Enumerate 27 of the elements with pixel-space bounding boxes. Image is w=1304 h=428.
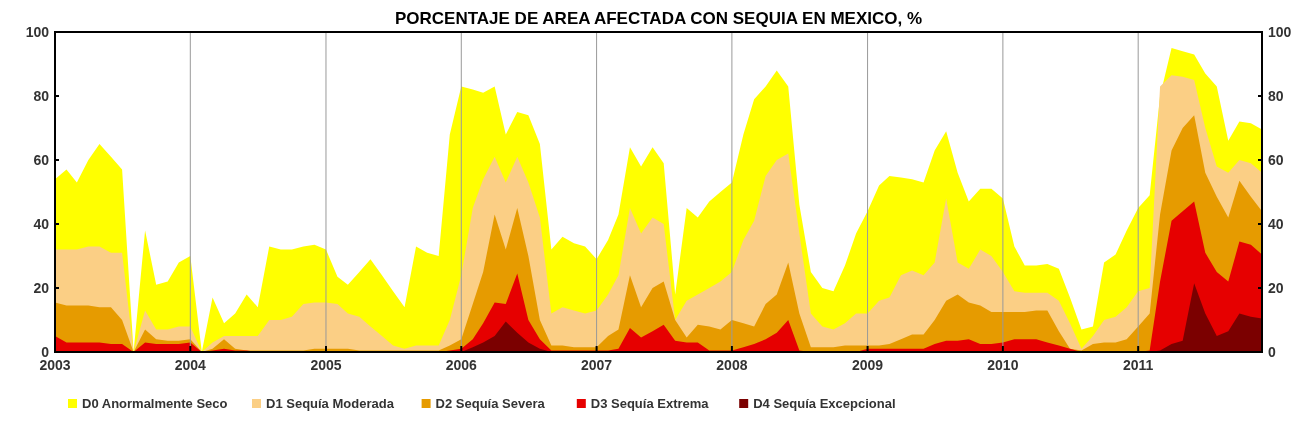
y-tick-label: 80 (33, 88, 50, 104)
x-tick-label: 2010 (987, 357, 1019, 373)
y2-tick-label: 0 (1268, 344, 1276, 360)
x-tick-label: 2009 (852, 357, 884, 373)
y-tick-label: 20 (33, 280, 50, 296)
y2-tick-label: 20 (1268, 280, 1284, 296)
y2-tick-label: 60 (1268, 152, 1284, 168)
x-tick-label: 2003 (39, 357, 71, 373)
x-tick-label: 2006 (445, 357, 478, 373)
y2-tick-label: 40 (1268, 216, 1284, 232)
y-tick-label: 40 (33, 216, 50, 232)
legend-label: D0 Anormalmente Seco (82, 396, 228, 411)
x-tick-label: 2011 (1123, 357, 1154, 373)
y-tick-label: 0 (41, 344, 50, 360)
legend-label: D3 Sequía Extrema (590, 396, 710, 411)
y2-tick-label: 80 (1268, 88, 1284, 104)
legend-label: D2 Sequía Severa (435, 396, 546, 411)
x-tick-label: 2007 (581, 357, 613, 373)
x-tick-label: 2008 (716, 357, 748, 373)
chart-title: PORCENTAJE DE AREA AFECTADA CON SEQUIA EN MEXICO, % (394, 9, 923, 28)
legend-label: D4 Sequía Excepcional (753, 396, 896, 411)
legend-label: D1 Sequía Moderada (266, 396, 395, 411)
y-tick-label: 100 (25, 24, 50, 40)
y2-tick-label: 100 (1268, 24, 1292, 40)
x-tick-label: 2005 (310, 357, 342, 373)
y-tick-label: 60 (33, 152, 50, 168)
x-tick-label: 2004 (174, 357, 207, 373)
